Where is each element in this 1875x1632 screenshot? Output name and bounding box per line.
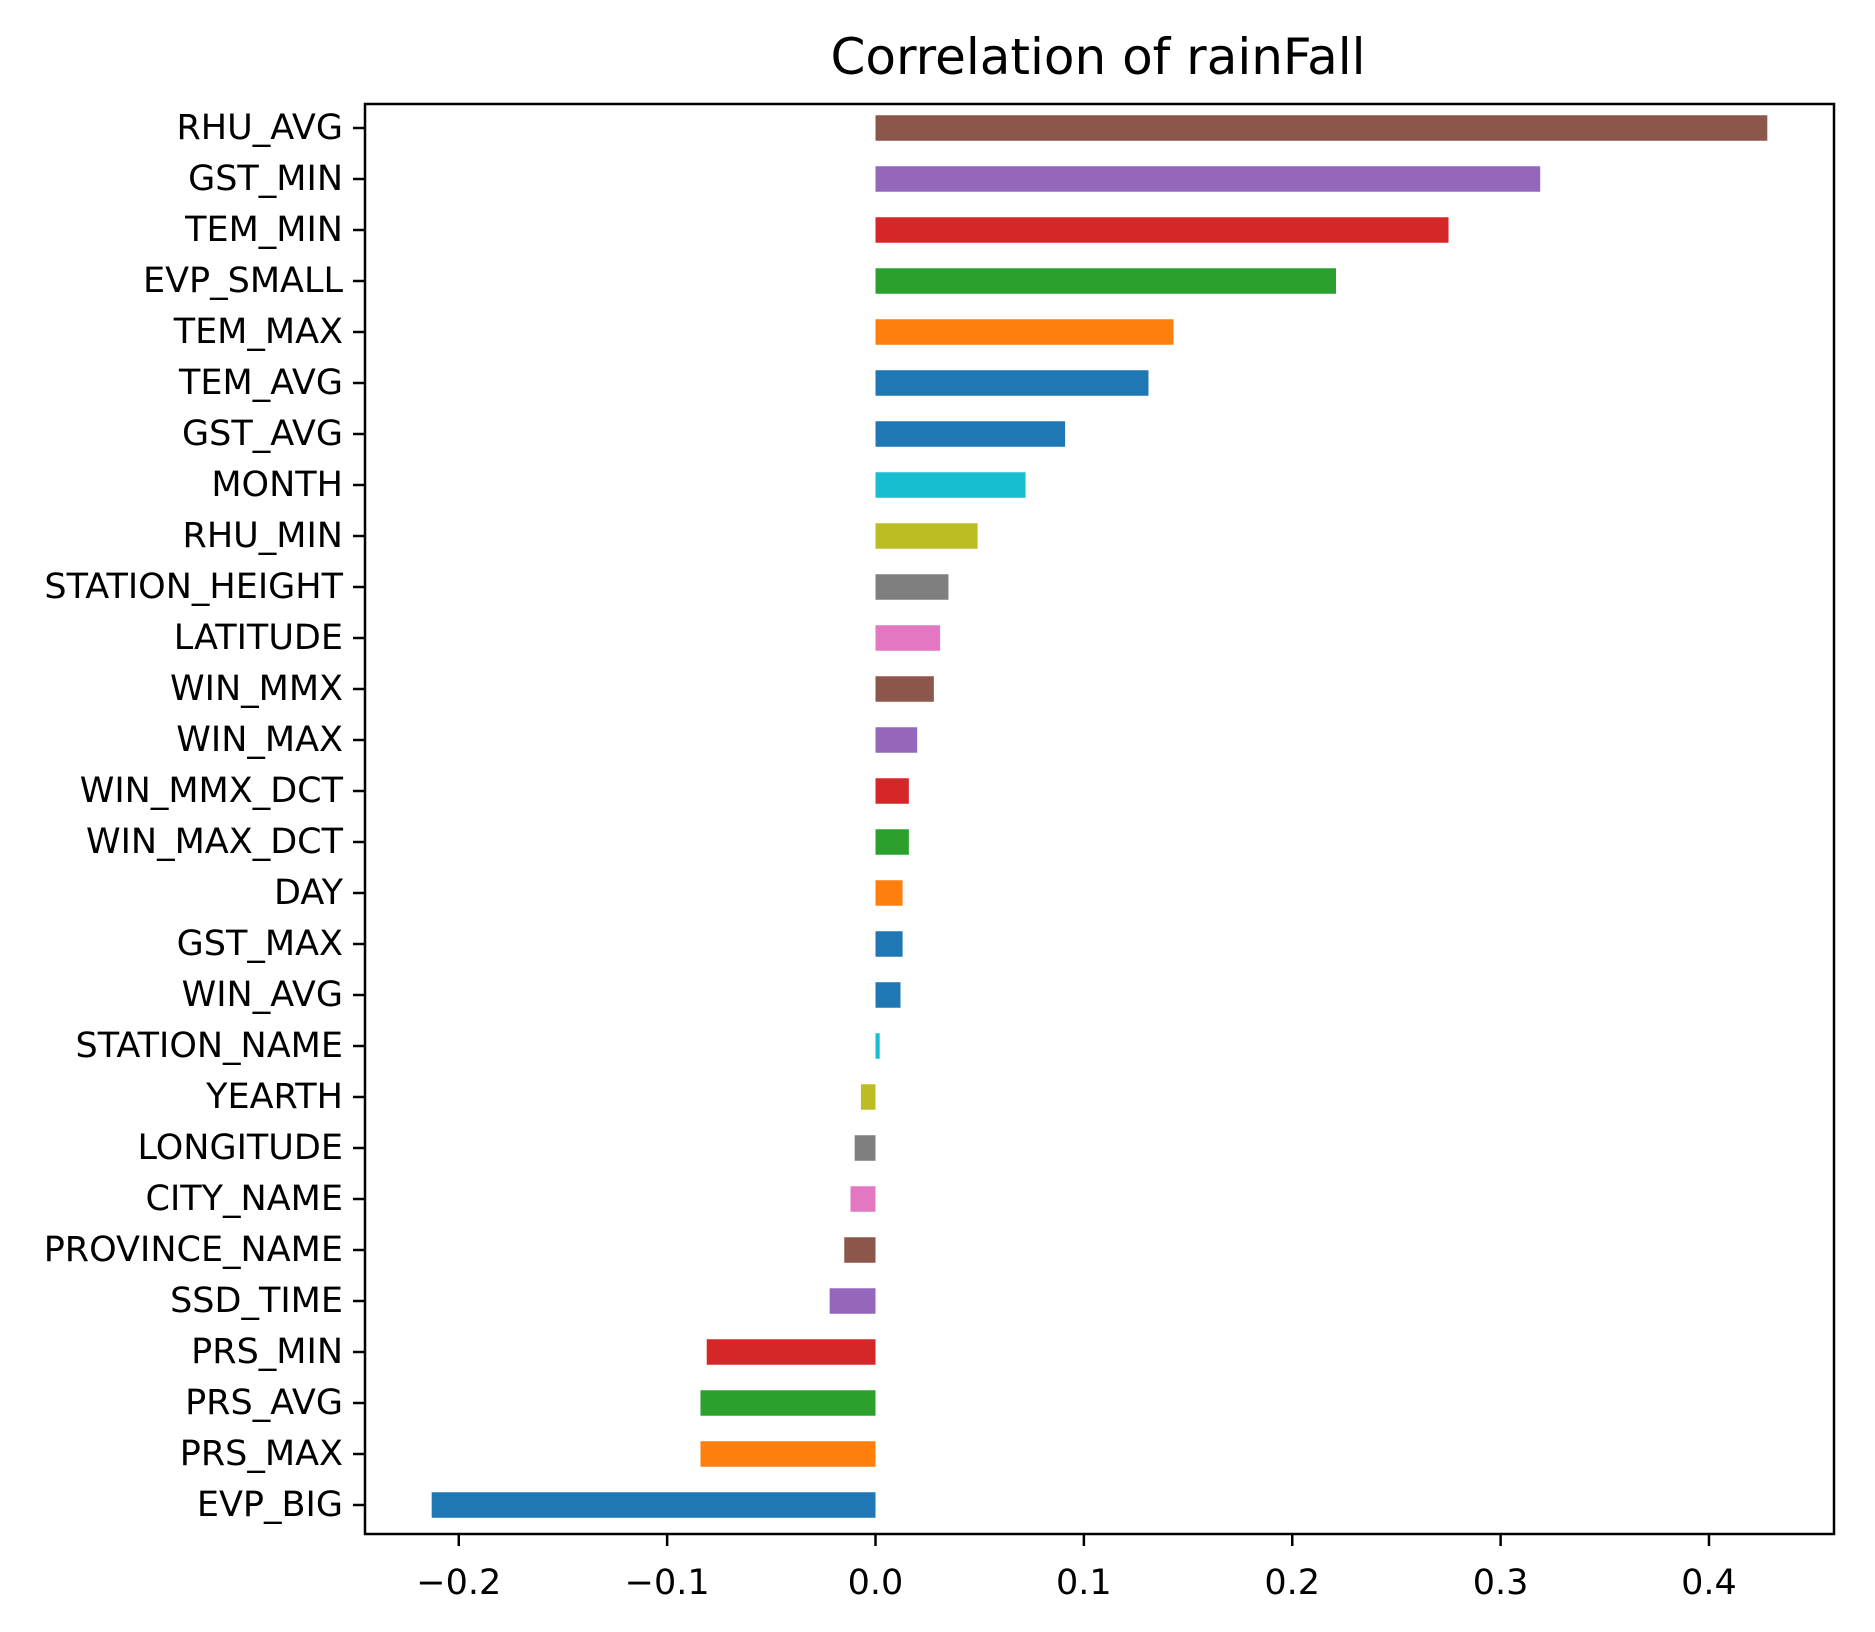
y-tick-label: PRS_MIN (191, 1332, 343, 1372)
bar-station-name (875, 1033, 880, 1059)
y-tick-label: GST_AVG (182, 414, 343, 454)
bar-prs-max (700, 1441, 876, 1467)
y-tick-label: WIN_MMX_DCT (80, 771, 344, 811)
y-tick-label: WIN_MMX (170, 669, 343, 709)
bar-win-max-dct (875, 829, 909, 855)
bar-station-height (875, 574, 949, 600)
y-tick-label: RHU_MIN (183, 516, 343, 556)
bar-win-mmx-dct (875, 778, 909, 804)
x-tick-label: 0.0 (848, 1563, 904, 1603)
chart-title: Correlation of rainFall (830, 28, 1365, 86)
x-axis: −0.2 −0.1 0.0 0.1 0.2 0.3 0.4 (416, 1534, 1737, 1603)
bar-gst-min (875, 166, 1541, 192)
bar-win-mmx (875, 676, 934, 702)
bar-tem-max (875, 319, 1174, 345)
bar-evp-small (875, 268, 1336, 294)
y-tick-label: PRS_AVG (185, 1383, 343, 1423)
x-tick-label: 0.4 (1681, 1563, 1737, 1603)
plot-area-frame (363, 102, 1836, 1536)
x-tick-label: 0.1 (1056, 1563, 1112, 1603)
bar-prs-min (706, 1339, 876, 1365)
y-tick-label: STATION_HEIGHT (44, 567, 343, 607)
bar-rhu-min (875, 523, 978, 549)
x-tick-label: 0.3 (1473, 1563, 1529, 1603)
bar-yearth (860, 1084, 876, 1110)
y-tick-label: PRS_MAX (180, 1434, 343, 1474)
y-tick-label: EVP_BIG (197, 1485, 343, 1525)
x-tick-label: −0.2 (416, 1563, 501, 1603)
y-tick-label: WIN_MAX (176, 720, 343, 760)
y-tick-label: GST_MIN (188, 159, 343, 199)
y-tick-label: WIN_AVG (182, 975, 343, 1015)
y-tick-label: SSD_TIME (170, 1281, 343, 1321)
y-tick-label: TEM_MAX (173, 312, 343, 352)
bar-gst-avg (875, 421, 1066, 447)
bar-latitude (875, 625, 941, 651)
y-tick-label: MONTH (211, 465, 343, 505)
y-tick-label: YEARTH (205, 1077, 343, 1117)
y-tick-label: TEM_MIN (184, 210, 343, 250)
bar-evp-big (431, 1492, 876, 1518)
bar-tem-avg (875, 370, 1149, 396)
bar-prs-avg (700, 1390, 876, 1416)
bar-rhu-avg (875, 115, 1768, 141)
bar-longitude (854, 1135, 876, 1161)
y-tick-label: LATITUDE (174, 618, 343, 658)
bar-tem-min (875, 217, 1449, 243)
x-tick-label: −0.1 (625, 1563, 710, 1603)
bar-gst-max (875, 931, 903, 957)
y-tick-label: PROVINCE_NAME (44, 1230, 343, 1270)
bar-month (875, 472, 1026, 498)
y-tick-label: STATION_NAME (76, 1026, 343, 1066)
y-tick-label: TEM_AVG (178, 363, 343, 403)
y-tick-label: LONGITUDE (138, 1128, 344, 1168)
bar-day (875, 880, 903, 906)
y-tick-label: RHU_AVG (176, 108, 343, 148)
bar-ssd-time (829, 1288, 876, 1314)
y-tick-label: GST_MAX (177, 924, 343, 964)
y-tick-label: WIN_MAX_DCT (86, 822, 344, 862)
bar-win-max (875, 727, 918, 753)
bar-province-name (844, 1237, 876, 1263)
y-tick-label: CITY_NAME (146, 1179, 343, 1219)
bar-win-avg (875, 982, 901, 1008)
bar-city-name (850, 1186, 876, 1212)
bars-layer (431, 115, 1768, 1518)
y-tick-label: EVP_SMALL (143, 261, 344, 301)
y-axis: RHU_AVG GST_MIN TEM_MIN EVP_SMALL TEM_MAX TEM… (44, 108, 365, 1525)
y-tick-label: DAY (274, 873, 344, 913)
x-tick-label: 0.2 (1264, 1563, 1320, 1603)
